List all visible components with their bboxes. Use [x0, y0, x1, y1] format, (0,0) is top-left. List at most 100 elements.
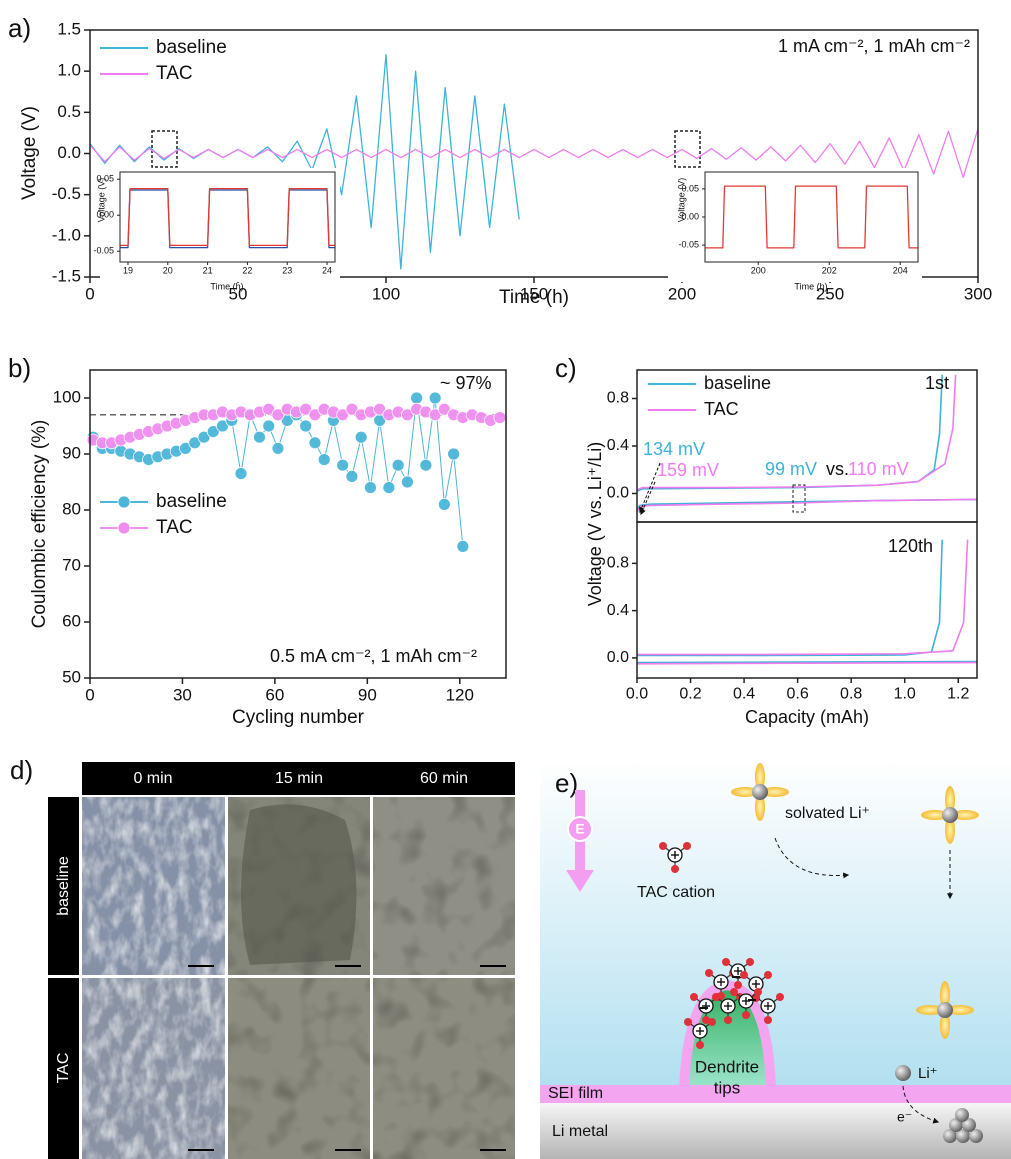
legend-label: TAC	[156, 517, 193, 538]
y-axis-label: Coulombic efficiency (%)	[29, 420, 50, 629]
point	[253, 430, 266, 444]
x-tick-label: 20	[163, 266, 173, 276]
point	[493, 411, 507, 425]
micrograph-texture	[228, 797, 370, 975]
point	[345, 469, 359, 483]
point	[234, 467, 248, 481]
li-atom	[943, 1129, 957, 1143]
label: Dendrite	[695, 1057, 759, 1076]
x-tick-label: 90	[358, 685, 377, 704]
field-circle	[567, 816, 593, 842]
panel-label: d)	[10, 755, 33, 785]
annotation: ~ 97%	[440, 373, 492, 393]
point	[308, 408, 322, 422]
y-tick-label: -1.5	[52, 266, 81, 285]
y-tick-label: 0.4	[607, 602, 629, 619]
series-line	[705, 185, 918, 249]
field-label: E	[575, 821, 584, 837]
series-line	[89, 128, 979, 179]
annotation: 0.5 mA cm⁻², 1 mAh cm⁻²	[270, 646, 477, 666]
x-tick-label: 23	[282, 266, 292, 276]
y-tick-label: 80	[62, 499, 81, 518]
point	[382, 481, 396, 495]
annotation: 1 mA cm⁻², 1 mAh cm⁻²	[778, 36, 970, 56]
annotation: 159 mV	[657, 460, 719, 480]
y-axis-label: Voltage (V vs. Li⁺/Li)	[585, 442, 605, 607]
point	[364, 481, 377, 495]
series-line	[637, 539, 943, 657]
x-tick-label: 202	[822, 266, 837, 276]
panel-label: e)	[555, 768, 578, 798]
point	[336, 458, 350, 472]
point	[447, 447, 461, 461]
x-tick-label: 0	[85, 685, 94, 704]
zoom-box	[674, 130, 701, 168]
column-label: 15 min	[275, 770, 323, 787]
header-bar	[82, 762, 515, 795]
plot-frame	[636, 521, 978, 679]
label: solvated Li⁺	[785, 805, 870, 822]
x-axis-label: Time (h)	[499, 287, 569, 308]
point	[336, 408, 350, 422]
x-tick-label: 0.0	[626, 685, 648, 702]
annotation: 134 mV	[643, 439, 705, 459]
x-tick-label: 1.0	[894, 685, 916, 702]
row-bar	[48, 978, 79, 1159]
y-tick-label: 1.0	[57, 61, 81, 80]
y-tick-label: 0.4	[607, 437, 629, 454]
series-line	[636, 374, 957, 491]
point	[400, 475, 414, 489]
x-tick-label: 1.2	[947, 685, 969, 702]
panel-label: c)	[555, 353, 577, 383]
point	[391, 458, 405, 472]
x-tick-label: 22	[242, 266, 252, 276]
point	[456, 540, 470, 553]
plot-frame	[704, 171, 919, 263]
arrow	[774, 837, 850, 879]
point	[419, 458, 433, 472]
label: TAC cation	[637, 884, 715, 901]
y-tick-label: 0.05	[96, 174, 114, 184]
li-atom	[955, 1108, 969, 1122]
point	[262, 419, 276, 433]
y-tick-label: 50	[62, 667, 81, 686]
y-tick-label: -0.05	[93, 246, 114, 256]
x-tick-label: 204	[893, 266, 908, 276]
scale-bars	[188, 965, 506, 1151]
zoom-box	[151, 130, 178, 168]
column-label: 0 min	[133, 770, 172, 787]
y-tick-label: -0.05	[678, 240, 699, 250]
point	[354, 430, 368, 444]
li-deposit	[943, 1108, 983, 1143]
cation-cluster	[683, 957, 785, 1050]
x-axis-label: Cycling number	[232, 707, 365, 728]
label: e⁻	[897, 1109, 912, 1125]
series-line	[637, 539, 969, 656]
x-tick-label: 30	[173, 685, 192, 704]
panel-label: a)	[8, 13, 31, 43]
y-tick-label: 0.05	[681, 183, 699, 193]
micrograph-texture	[373, 978, 515, 1159]
li-atom	[956, 1129, 970, 1143]
inset-background	[100, 168, 340, 282]
legend-label: TAC	[704, 399, 739, 419]
micrograph-texture	[373, 797, 515, 975]
panel-e: e) E solvated Li⁺ TAC cation Dendrite ti…	[540, 760, 1011, 1159]
y-axis-label: Voltage (V)	[676, 178, 686, 223]
y-axis-label: Voltage (V)	[19, 106, 40, 200]
x-tick-label: 0	[85, 284, 94, 303]
x-tick-label: 300	[964, 284, 992, 303]
point	[216, 419, 229, 433]
x-tick-label: 19	[123, 266, 133, 276]
column-label: 60 min	[420, 770, 468, 787]
x-tick-label: 21	[203, 266, 213, 276]
legend-label: TAC	[156, 63, 193, 84]
x-tick-label: 120	[446, 685, 474, 704]
label: Li⁺	[918, 1065, 938, 1082]
point	[428, 391, 442, 405]
y-tick-label: 60	[62, 611, 81, 630]
x-tick-label: 200	[751, 266, 766, 276]
point	[437, 497, 451, 511]
x-axis-label: Time (h)	[794, 281, 827, 291]
